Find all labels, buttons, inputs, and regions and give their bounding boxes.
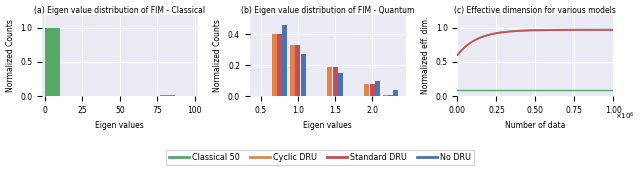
Bar <box>291 45 295 96</box>
Bar <box>282 25 287 96</box>
Y-axis label: Normalized Counts: Normalized Counts <box>6 19 15 92</box>
X-axis label: Eigen values: Eigen values <box>95 121 144 129</box>
Bar <box>383 95 388 96</box>
Bar <box>160 95 175 96</box>
Bar <box>370 84 374 96</box>
X-axis label: Eigen values: Eigen values <box>303 121 352 129</box>
Bar <box>272 34 276 96</box>
Legend: Classical 50, Cyclic DRU, Standard DRU, No DRU: Classical 50, Cyclic DRU, Standard DRU, … <box>166 150 474 165</box>
Text: $\times10^6$: $\times10^6$ <box>615 111 634 122</box>
Bar <box>277 34 282 96</box>
Bar <box>365 84 369 96</box>
Bar <box>375 81 380 96</box>
Bar <box>394 90 398 96</box>
Bar <box>333 67 337 96</box>
Bar <box>45 28 60 96</box>
Bar <box>296 45 300 96</box>
Bar <box>388 95 393 96</box>
Bar <box>338 73 342 96</box>
Title: (c) Effective dimension for various models: (c) Effective dimension for various mode… <box>454 5 616 15</box>
Y-axis label: Normalized Counts: Normalized Counts <box>213 19 222 92</box>
Title: (a) Eigen value distribution of FIM - Classical: (a) Eigen value distribution of FIM - Cl… <box>35 5 205 15</box>
Bar <box>328 67 332 96</box>
Y-axis label: Normalized eff. dim.: Normalized eff. dim. <box>421 17 430 94</box>
Title: (b) Eigen value distribution of FIM - Quantum: (b) Eigen value distribution of FIM - Qu… <box>241 5 414 15</box>
Bar <box>301 54 306 96</box>
X-axis label: Number of data: Number of data <box>505 121 566 129</box>
